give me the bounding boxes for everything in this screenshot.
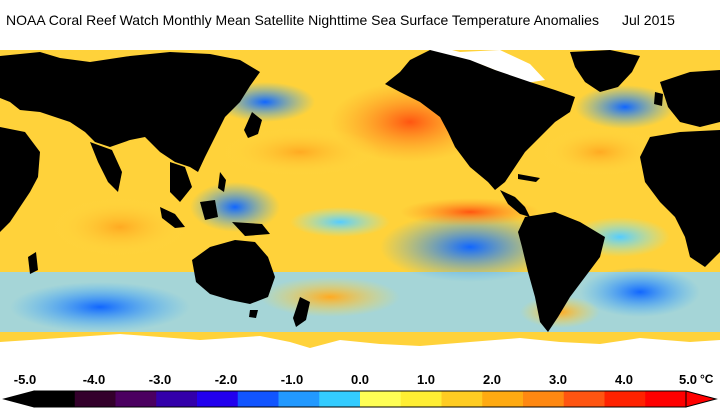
colorbar-swatch [319,391,361,407]
land-masses [0,50,720,332]
colorbar-swatch [523,391,565,407]
tick-label: 2.0 [482,372,502,387]
colorbar-low-arrow [2,390,35,408]
colorbar-swatch [34,391,76,407]
eurasia [0,52,260,172]
unit-label: °C [700,372,714,386]
title-date: Jul 2015 [622,12,675,28]
india [90,142,122,192]
europe [660,70,720,127]
title-text: NOAA Coral Reef Watch Monthly Mean Satel… [6,12,599,28]
tick-label: -5.0 [13,372,37,387]
borneo [200,200,218,220]
colorbar-swatch [278,391,320,407]
colorbar-swatch [74,391,116,407]
top-edge-ice [0,42,720,50]
colorbar-swatch [156,391,198,407]
arctic-ice [420,42,545,84]
tick-label: 3.0 [548,372,568,387]
tasmania [249,310,258,318]
world-sst-anomaly-map [0,42,720,368]
africa-west [640,130,720,267]
africa-east [0,127,40,232]
madagascar [28,252,38,274]
antarctica-ice [0,334,720,368]
map-title: NOAA Coral Reef Watch Monthly Mean Satel… [0,0,720,42]
colorbar-high-arrow [685,390,718,408]
north-pacific-warm [220,127,380,177]
tick-label: -2.0 [214,372,238,387]
colorbar-swatch [563,391,605,407]
sumatra [160,207,185,228]
tick-label: 0.0 [350,372,370,387]
north-america [385,50,575,190]
maritime-continent-cool [190,182,280,232]
central-america [500,190,530,217]
colorbar-swatch [482,391,524,407]
tick-label: 4.0 [614,372,634,387]
southern-warm-patch [260,277,400,317]
north-atlantic-cool [575,85,675,129]
colorbar-swatch [360,391,402,407]
southeast-asia [170,162,192,202]
tick-label: 1.0 [416,372,436,387]
japan [244,112,262,138]
tick-label: -1.0 [280,372,304,387]
colorbar-swatch [400,391,442,407]
greenland [570,50,640,92]
new-zealand [293,297,310,327]
philippines [218,172,226,192]
tick-label: -3.0 [148,372,172,387]
cuba [518,174,540,182]
new-guinea [232,222,270,236]
tick-label: -4.0 [82,372,106,387]
colorbar-tick-labels: -5.0 -4.0 -3.0 -2.0 -1.0 0.0 1.0 2.0 3.0… [0,372,720,388]
eastern-pacific-warm-tongue [400,198,540,226]
south-atlantic-cool-anomaly [580,267,700,317]
colorbar-swatch [197,391,239,407]
indian-ocean-warm [50,197,190,257]
north-atlantic-warm [540,127,660,177]
australia [192,240,275,304]
colorbar-swatch [441,391,483,407]
south-america [518,212,605,332]
tropical-pacific-neutral [290,207,390,237]
south-indian-cool-anomaly [10,282,190,332]
colorbar-swatch [115,391,157,407]
colorbar-frame [33,390,687,408]
south-pacific-cool-anomaly [380,212,560,282]
tick-label: 5.0 [678,372,698,387]
colorbar-swatch [645,391,687,407]
colorbar [2,390,718,408]
british-isles [654,92,663,106]
colorbar-swatch [604,391,646,407]
colorbar-swatch [237,391,279,407]
